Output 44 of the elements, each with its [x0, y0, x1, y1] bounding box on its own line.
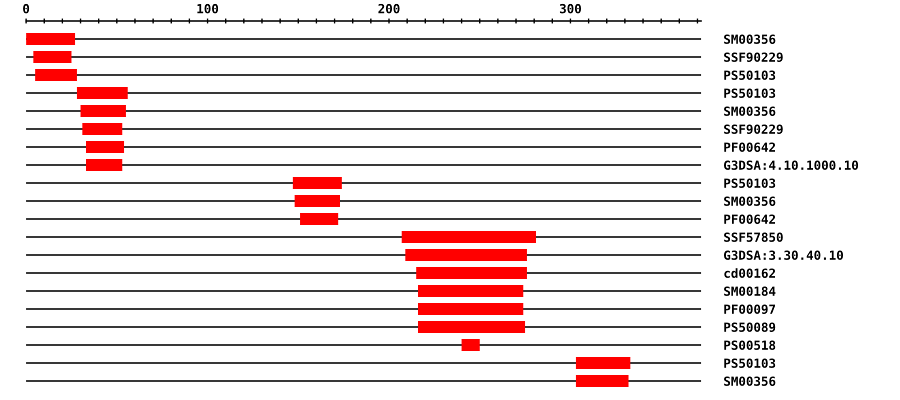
y-tick-label: G3DSA:3.30.40.10	[724, 250, 843, 260]
y-tick-label: PS50103	[724, 70, 776, 80]
bar	[576, 374, 629, 388]
bar	[418, 302, 524, 316]
x-tick-label: 100	[197, 4, 218, 14]
bar	[402, 230, 536, 244]
y-tick-label: PS50103	[724, 178, 776, 188]
y-tick-label: PS00518	[724, 340, 776, 350]
y-tick-label: SSF57850	[724, 232, 783, 242]
bar	[418, 284, 524, 298]
y-tick-label: PF00097	[724, 304, 776, 314]
bar	[300, 212, 338, 226]
bar	[416, 266, 527, 280]
bar	[418, 320, 526, 334]
bar	[405, 248, 527, 262]
bar	[576, 356, 630, 370]
bar	[76, 86, 128, 100]
y-tick-label: SM00356	[724, 34, 776, 44]
x-tick-label: 200	[378, 4, 400, 14]
y-tick-label: PF00642	[724, 214, 775, 224]
y-tick-label: SM00356	[724, 196, 776, 206]
y-tick-label: PS50103	[724, 88, 776, 98]
bar	[26, 32, 76, 46]
bar	[35, 68, 77, 82]
y-tick-label: PS50089	[724, 322, 776, 332]
y-tick-label: SM00356	[724, 106, 776, 116]
bar	[294, 194, 340, 208]
bar	[292, 176, 342, 190]
y-tick-label: SSF90229	[724, 124, 783, 134]
y-tick-label: SSF90229	[724, 52, 783, 62]
y-tick-label: SM00356	[724, 376, 776, 386]
y-tick-label: G3DSA:4.10.1000.10	[724, 160, 858, 170]
bar	[33, 50, 72, 64]
y-tick-label: SM00184	[724, 286, 776, 296]
x-tick-label: 0	[23, 4, 30, 14]
y-tick-label: cd00162	[724, 268, 775, 278]
y-tick-label: PS50103	[724, 358, 776, 368]
bar	[80, 104, 126, 118]
y-tick-label: PF00642	[724, 142, 775, 152]
bar	[86, 158, 122, 172]
x-tick-label: 300	[560, 4, 581, 14]
bar	[82, 122, 122, 136]
bar	[462, 338, 480, 352]
bar	[86, 140, 124, 154]
